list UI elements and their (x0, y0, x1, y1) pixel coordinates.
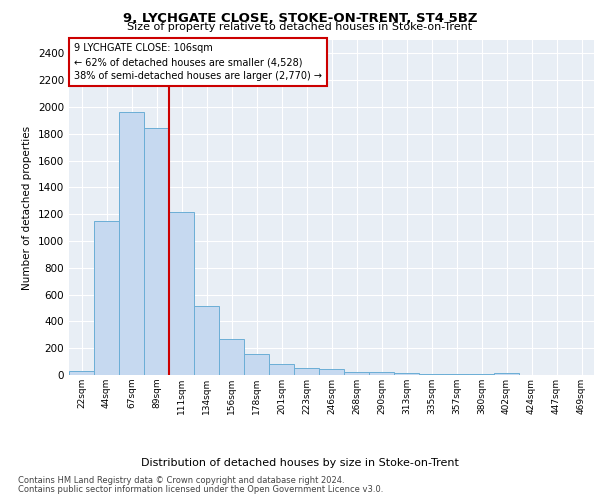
Bar (69, 371, 94, 375)
Bar (144, 128, 169, 375)
Bar (444, 374, 469, 375)
Bar (419, 374, 444, 375)
Bar (344, 372, 369, 375)
Bar (194, 306, 219, 375)
Text: 9 LYCHGATE CLOSE: 106sqm
← 62% of detached houses are smaller (4,528)
38% of sem: 9 LYCHGATE CLOSE: 106sqm ← 62% of detach… (74, 44, 322, 82)
Bar (294, 368, 319, 375)
Bar (169, 212, 194, 375)
Bar (369, 372, 394, 375)
Text: Distribution of detached houses by size in Stoke-on-Trent: Distribution of detached houses by size … (141, 458, 459, 468)
Bar (269, 364, 294, 375)
Bar (394, 373, 419, 375)
Text: Contains public sector information licensed under the Open Government Licence v3: Contains public sector information licen… (18, 485, 383, 494)
Bar (94, 221, 119, 375)
Bar (119, 112, 144, 375)
Bar (469, 374, 494, 375)
Text: Contains HM Land Registry data © Crown copyright and database right 2024.: Contains HM Land Registry data © Crown c… (18, 476, 344, 485)
Y-axis label: Number of detached properties: Number of detached properties (22, 126, 32, 290)
Bar (319, 369, 344, 375)
Text: 9, LYCHGATE CLOSE, STOKE-ON-TRENT, ST4 5BZ: 9, LYCHGATE CLOSE, STOKE-ON-TRENT, ST4 5… (123, 12, 477, 26)
Bar (219, 340, 244, 375)
Bar (244, 354, 269, 375)
Text: Size of property relative to detached houses in Stoke-on-Trent: Size of property relative to detached ho… (127, 22, 473, 32)
Bar (494, 372, 519, 375)
